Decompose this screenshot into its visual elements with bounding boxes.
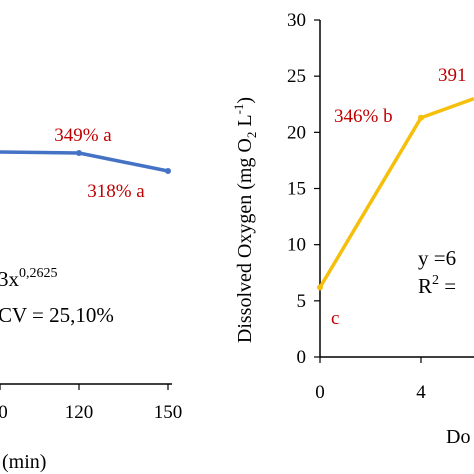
left-series-point	[165, 168, 171, 174]
right-y-tick-label: 25	[287, 66, 306, 87]
left-x-tick-label: 150	[154, 402, 183, 423]
right-y-tick-label: 30	[287, 10, 306, 31]
right-data-label: 346% b	[334, 106, 393, 127]
left-data-label: 318% a	[87, 181, 145, 202]
left-x-tick-label: 120	[65, 402, 94, 423]
right-y-tick-label: 20	[287, 122, 306, 143]
right-x-tick-label: 4	[416, 382, 426, 403]
right-equation-line2: R2 =	[418, 273, 456, 298]
right-series-points	[317, 114, 424, 291]
right-data-label: c	[331, 308, 339, 329]
left-equation-line2: CV = 25,10%	[0, 303, 114, 327]
left-x-axis-title: (min)	[2, 451, 46, 473]
right-y-axis-title-mid: L	[234, 114, 256, 131]
right-y-axis-title-end: )	[234, 97, 256, 104]
right-equation-base: R	[418, 274, 432, 298]
right-series-point	[418, 114, 424, 121]
left-x-tick-label: 0	[0, 402, 8, 423]
right-series-point	[317, 284, 323, 291]
right-equation-rest: =	[439, 274, 456, 298]
left-data-label: 349% a	[54, 125, 112, 146]
right-equation-sup: 2	[432, 273, 439, 288]
right-y-ticks: 0 5 10 15 20 25 30	[287, 10, 320, 368]
right-y-axis-title: Dissolved Oxygen (mg O2 L-1)	[231, 97, 259, 343]
right-y-axis-title-sub: 2	[244, 132, 259, 139]
right-panel: 0 5 10 15 20 25 30 0 4 Do Dissolved Oxygen (mg…	[231, 10, 474, 448]
right-y-axis-title-sup: -1	[231, 104, 246, 115]
left-equation-exponent: 0,2625	[19, 266, 58, 281]
right-y-axis-title-main: Dissolved Oxygen (mg O	[234, 138, 256, 343]
right-data-label: 391	[438, 65, 467, 86]
left-series-point	[76, 150, 82, 156]
right-y-tick-label: 10	[287, 235, 306, 256]
right-x-tick-label: 0	[315, 382, 325, 403]
right-y-tick-label: 5	[297, 291, 307, 312]
left-equation-line1: 3x0,2625	[0, 266, 58, 291]
right-x-axis-title: Do	[446, 426, 470, 448]
left-equation-base: 3x	[0, 267, 20, 291]
right-y-tick-label: 15	[287, 179, 306, 200]
right-y-tick-label: 0	[297, 347, 307, 368]
right-equation-line1: y =6	[418, 246, 456, 270]
left-panel: 0 120 150 (min) 349% a 318% a 3x0,2625 C…	[0, 125, 182, 473]
